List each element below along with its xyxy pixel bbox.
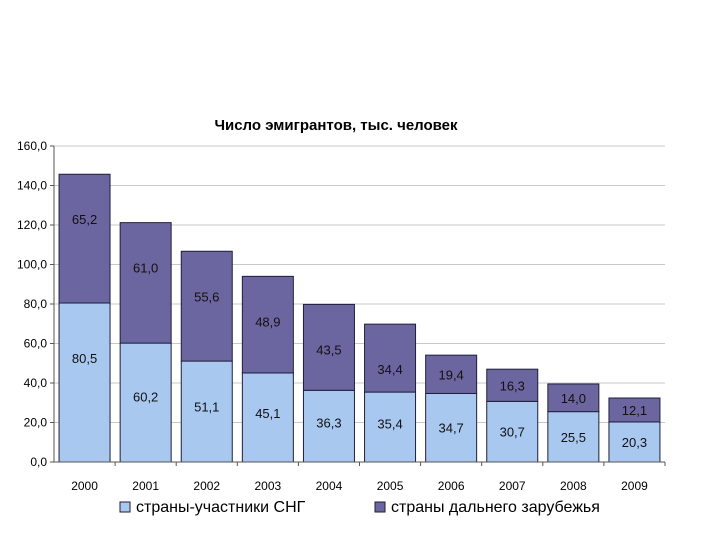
x-tick-label: 2002 [193, 479, 220, 493]
data-label: 12,1 [622, 403, 647, 418]
data-label: 80,5 [72, 351, 97, 366]
bar-far-abroad [608, 397, 661, 423]
data-label: 55,6 [194, 289, 219, 304]
x-tick-label: 2008 [560, 479, 587, 493]
data-labels: 80,5 65,2 60,2 61,0 51,1 55,6 45,1 48,9 36,3 43,5… [72, 212, 647, 450]
bar-cis [58, 302, 111, 463]
bar-far-abroad [58, 173, 111, 304]
bar-far-abroad [486, 368, 539, 402]
legend-label: страны дальнего зарубежья [391, 499, 600, 516]
x-tick-label: 2005 [377, 479, 404, 493]
bar-far-abroad [302, 303, 355, 391]
y-tick-label: 140,0 [17, 179, 47, 193]
bar-far-abroad [241, 275, 294, 374]
data-label: 25,5 [561, 430, 586, 445]
x-tick-label: 2007 [499, 479, 526, 493]
bar-cis [180, 360, 233, 463]
data-label: 51,1 [194, 399, 219, 414]
bars [58, 173, 661, 463]
bar-far-abroad [364, 323, 417, 393]
bar-far-abroad [119, 222, 172, 344]
legend-swatch [374, 501, 386, 513]
y-tick-label: 80,0 [24, 297, 48, 311]
data-label: 34,4 [377, 362, 402, 377]
bar-far-abroad [425, 354, 478, 394]
y-tick-label: 100,0 [17, 258, 47, 272]
data-label: 36,3 [316, 416, 341, 431]
x-tick-label: 2000 [71, 479, 98, 493]
bar-far-abroad [547, 383, 600, 413]
data-label: 16,3 [500, 378, 525, 393]
tick-labels: 0,0 20,0 40,0 60,0 80,0 100,0 120,0 140,0 160,0 2… [17, 139, 648, 493]
bar-cis [302, 389, 355, 463]
data-label: 30,7 [500, 425, 525, 440]
x-tick-label: 2001 [132, 479, 159, 493]
data-label: 48,9 [255, 314, 280, 329]
bar-cis [241, 372, 294, 463]
y-tick-label: 20,0 [24, 416, 48, 430]
data-label: 65,2 [72, 212, 97, 227]
bar-cis [486, 400, 539, 463]
y-tick-label: 120,0 [17, 218, 47, 232]
y-tick-label: 60,0 [24, 337, 48, 351]
chart-title: Число эмигрантов, тыс. человек [214, 117, 458, 134]
data-label: 45,1 [255, 406, 280, 421]
data-label: 35,4 [377, 417, 402, 432]
y-tick-label: 0,0 [30, 455, 47, 469]
data-label: 20,3 [622, 435, 647, 450]
legend-swatch [119, 501, 131, 513]
x-tick-label: 2003 [254, 479, 281, 493]
data-label: 14,0 [561, 391, 586, 406]
x-tick-label: 2009 [621, 479, 648, 493]
data-label: 19,4 [438, 367, 463, 382]
bar-far-abroad [180, 250, 233, 362]
x-tick-label: 2004 [316, 479, 343, 493]
legend-label: страны-участники СНГ [136, 499, 306, 516]
axes [50, 145, 666, 466]
data-label: 60,2 [133, 390, 158, 405]
y-tick-label: 160,0 [17, 139, 47, 153]
legend: страны-участники СНГ страны дальнего зару… [119, 499, 600, 516]
y-tick-label: 40,0 [24, 376, 48, 390]
data-label: 43,5 [316, 342, 341, 357]
bar-cis [425, 392, 478, 463]
x-tick-label: 2006 [438, 479, 465, 493]
bar-cis [547, 411, 600, 463]
data-label: 61,0 [133, 261, 158, 276]
bar-cis [119, 342, 172, 463]
data-label: 34,7 [438, 421, 463, 436]
